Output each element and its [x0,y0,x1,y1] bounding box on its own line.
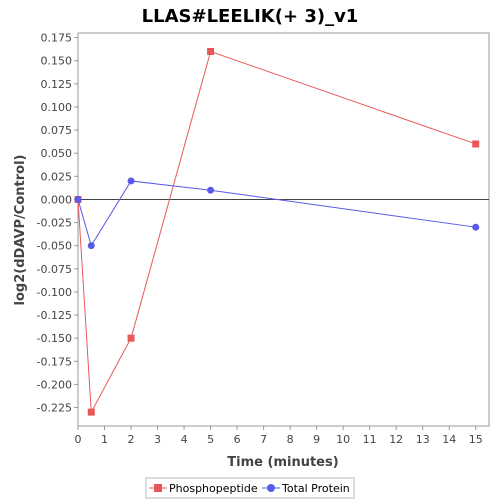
y-tick-label: -0.125 [37,309,72,322]
y-tick-label: -0.150 [37,332,72,345]
data-point-total-protein [127,177,135,185]
series-layer [74,47,480,416]
y-tick-label: -0.050 [37,240,72,253]
data-point-phosphopeptide [472,140,480,148]
x-tick-label: 10 [336,433,350,446]
x-tick-label: 13 [416,433,430,446]
legend-marker-total-protein [267,484,275,492]
x-tick-label: 4 [181,433,188,446]
y-tick-label: -0.175 [37,355,72,368]
plot-area [77,32,490,427]
x-tick-label: 12 [389,433,403,446]
data-point-phosphopeptide [127,334,135,342]
legend-label-phosphopeptide: Phosphopeptide [169,482,258,495]
data-point-total-protein [87,242,95,250]
x-tick-label: 1 [101,433,108,446]
x-tick-label: 6 [234,433,241,446]
y-tick-label: 0.025 [41,170,73,183]
y-tick-label: -0.225 [37,402,72,415]
x-tick-label: 9 [313,433,320,446]
x-tick-label: 7 [260,433,267,446]
data-point-total-protein [207,186,215,194]
y-tick-label: -0.075 [37,263,72,276]
y-tick-label: -0.200 [37,378,72,391]
x-tick-label: 0 [75,433,82,446]
y-tick-label: 0.075 [41,124,73,137]
legend-box [145,477,355,499]
legend-label-total-protein: Total Protein [281,482,350,495]
y-tick-label: 0.125 [41,78,73,91]
y-tick-label: -0.100 [37,286,72,299]
x-tick-label: 5 [207,433,214,446]
y-tick-label: 0.175 [41,32,73,45]
x-tick-label: 11 [363,433,377,446]
x-tick-label: 2 [128,433,135,446]
x-tick-label: 15 [469,433,483,446]
x-axis-label: Time (minutes) [227,455,338,470]
y-tick-label: -0.025 [37,217,72,230]
y-axis-label: log2(dDAVP/Control) [13,155,28,306]
x-tick-label: 3 [154,433,161,446]
data-point-phosphopeptide [87,408,95,416]
data-point-total-protein [74,195,82,203]
chart-title: LLAS#LEELIK(+ 3)_v1 [142,6,359,27]
y-tick-label: 0.000 [41,193,73,206]
y-tick-label: 0.100 [41,101,73,114]
x-axis: 0 1 2 3 4 5 6 7 8 9 10 11 12 13 14 15 [75,426,483,446]
legend: Phosphopeptide Total Protein [145,477,355,499]
x-tick-label: 8 [287,433,294,446]
y-tick-label: 0.150 [41,55,73,68]
data-point-total-protein [472,223,480,231]
y-tick-label: 0.050 [41,147,73,160]
legend-marker-phosphopeptide [154,484,162,492]
y-axis: 0.175 0.150 0.125 0.100 0.075 0.050 0.025 0.000… [37,32,78,415]
x-tick-label: 14 [442,433,456,446]
data-point-phosphopeptide [207,47,215,55]
